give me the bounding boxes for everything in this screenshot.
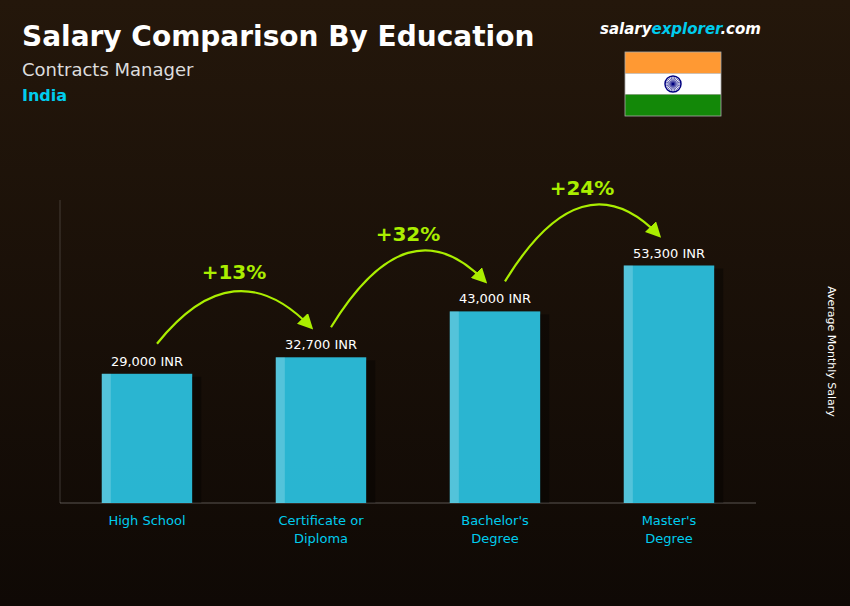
x-tick-label-line: Diploma bbox=[294, 531, 348, 546]
y-axis-line bbox=[60, 200, 61, 503]
annotation-arrow bbox=[157, 291, 311, 344]
bar-side bbox=[714, 269, 723, 503]
annotations: +13% +32% +24% bbox=[157, 176, 659, 344]
annotation-arrow bbox=[505, 204, 659, 281]
bars bbox=[102, 266, 724, 503]
chart: 29,000 INR 32,700 INR 43,000 INR 53,300 INR… bbox=[0, 0, 850, 606]
title: Salary Comparison By Education bbox=[22, 20, 534, 53]
x-tick-label-line: Degree bbox=[471, 531, 518, 546]
flag-spoke bbox=[671, 77, 673, 84]
flag-spoke bbox=[667, 84, 673, 88]
flag-spoke bbox=[673, 84, 677, 90]
x-tick-label: Bachelor's Degree bbox=[461, 513, 529, 546]
x-tick-label: Certificate or Diploma bbox=[279, 513, 365, 546]
bar-highlight bbox=[102, 374, 111, 503]
flag-spoke bbox=[673, 82, 680, 84]
x-tick-label: High School bbox=[108, 513, 185, 528]
flag-spoke bbox=[669, 78, 673, 84]
flag-spoke bbox=[673, 80, 679, 84]
country: India bbox=[22, 86, 67, 105]
y-axis-label: Average Monthly Salary bbox=[825, 286, 838, 417]
bar-group bbox=[102, 374, 202, 503]
website-part: explorer bbox=[652, 20, 725, 38]
bar-side bbox=[540, 314, 549, 503]
bar bbox=[450, 311, 540, 503]
annotation-label: +32% bbox=[376, 222, 441, 246]
bar bbox=[102, 374, 192, 503]
data-label: 29,000 INR bbox=[111, 354, 183, 369]
x-tick-label-line: Master's bbox=[642, 513, 697, 528]
data-label: 43,000 INR bbox=[459, 291, 531, 306]
website-part: salary bbox=[600, 20, 653, 38]
annotation-arrow bbox=[331, 250, 485, 327]
annotation-label: +24% bbox=[550, 176, 615, 200]
flag-border bbox=[625, 52, 721, 116]
bar-highlight bbox=[624, 266, 633, 503]
flag-chakra bbox=[665, 76, 681, 92]
subtitle: Contracts Manager bbox=[22, 59, 194, 80]
bar-side bbox=[192, 377, 201, 503]
x-tick-label: Master's Degree bbox=[642, 513, 697, 546]
website-part: .com bbox=[720, 20, 761, 38]
bar-side bbox=[366, 360, 375, 503]
bar-highlight bbox=[276, 357, 285, 503]
x-tick-label-line: High School bbox=[108, 513, 185, 528]
bar-group bbox=[276, 357, 376, 503]
website: salaryexplorer.com bbox=[600, 20, 761, 38]
x-tick-label-line: Bachelor's bbox=[461, 513, 529, 528]
background bbox=[0, 0, 850, 606]
bar-highlight bbox=[450, 311, 459, 503]
data-label: 32,700 INR bbox=[285, 337, 357, 352]
bar-group bbox=[450, 311, 550, 503]
flag-stripe bbox=[625, 95, 721, 116]
x-tick-label-line: Certificate or bbox=[279, 513, 365, 528]
bar bbox=[276, 357, 366, 503]
flag-spoke bbox=[673, 84, 675, 91]
flag bbox=[625, 52, 721, 116]
flag-stripe bbox=[625, 52, 721, 73]
flag-stripe bbox=[625, 73, 721, 94]
flag-spoke bbox=[666, 84, 673, 86]
annotation-label: +13% bbox=[202, 260, 267, 284]
bar bbox=[624, 266, 714, 503]
data-label: 53,300 INR bbox=[633, 246, 705, 261]
x-tick-label-line: Degree bbox=[645, 531, 692, 546]
bar-group bbox=[624, 266, 724, 503]
